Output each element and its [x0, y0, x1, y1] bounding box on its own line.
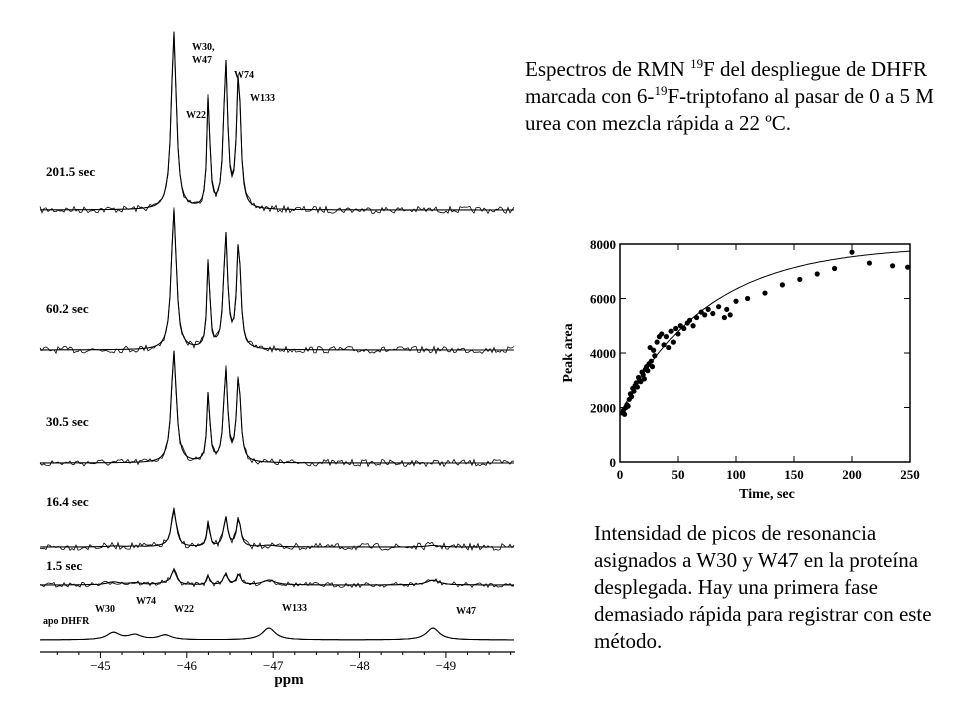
data-point	[890, 263, 896, 269]
x-tick-label: 50	[672, 467, 685, 482]
chart-ticks: 0 50 100 150 200 250 0 2000 4000 6000 8000	[590, 237, 920, 482]
nmr-tick-label: −46	[177, 658, 198, 673]
spectrum-label-apo: apo DHFR	[43, 616, 90, 627]
data-point	[681, 325, 687, 332]
nmr-tick-label: −47	[263, 658, 284, 673]
data-point	[651, 347, 657, 353]
data-point	[762, 290, 768, 296]
data-point	[866, 260, 872, 266]
nmr-figure-caption: Espectros de RMN 19F del despliegue de D…	[525, 56, 945, 137]
data-point	[733, 298, 739, 304]
data-point	[779, 282, 785, 288]
chart-caption: Intensidad de picos de resonancia asigna…	[594, 521, 932, 653]
data-point	[832, 265, 838, 272]
data-point	[661, 342, 667, 348]
data-point	[670, 339, 676, 345]
data-point	[654, 339, 660, 345]
spectrum-label-1s: 1.5 sec	[46, 558, 82, 573]
nmr-tick-label: −45	[90, 658, 110, 673]
data-point	[633, 380, 639, 386]
nmr-x-axis: −45 −46 −47 −48 −49	[40, 651, 515, 673]
spectrum-label-201s: 201.5 sec	[46, 164, 95, 179]
data-point	[677, 323, 683, 329]
spectrum-fit-line	[40, 350, 514, 464]
peak-area-chart: 0 50 100 150 200 250 0 2000 4000 6000 8000 Time, s…	[561, 237, 920, 502]
y-tick-label: 6000	[590, 292, 616, 307]
spectrum-fit-line	[40, 568, 514, 586]
spectrum-label-16s: 16.4 sec	[46, 494, 89, 509]
data-point	[690, 323, 696, 329]
data-point	[647, 344, 653, 351]
data-point	[716, 304, 722, 310]
x-tick-label: 0	[617, 467, 624, 482]
y-tick-label: 4000	[590, 346, 616, 361]
data-point	[905, 264, 911, 270]
data-point	[797, 276, 803, 283]
spectrum-fit-line	[39, 510, 514, 548]
spectrum-trace	[39, 627, 514, 641]
caption-sup-2: 19	[654, 83, 668, 98]
peak-label-w74: W74	[234, 70, 254, 81]
spectrum-trace	[39, 567, 515, 589]
nmr-x-axis-label: ppm	[274, 672, 304, 688]
data-point	[705, 306, 711, 312]
peak-label-w22: W22	[186, 110, 206, 121]
data-point	[663, 334, 669, 340]
nmr-spectra	[39, 31, 515, 641]
apo-peak-label-w22: W22	[174, 604, 194, 615]
peak-label-w30-w47: W30,	[192, 42, 215, 53]
data-point	[641, 376, 647, 382]
data-point	[648, 358, 654, 364]
fit-curve	[619, 250, 911, 415]
data-point	[724, 306, 730, 312]
chart-points	[619, 249, 911, 417]
data-point	[710, 310, 716, 317]
data-point	[849, 249, 855, 255]
spectrum-fit-line	[39, 31, 514, 211]
data-point	[745, 295, 751, 302]
spectrum-label-30s: 30.5 sec	[46, 414, 89, 429]
y-tick-label: 8000	[590, 237, 616, 252]
caption-text-1: Espectros de RMN	[525, 57, 691, 81]
chart-y-axis-label: Peak area	[561, 323, 576, 382]
spectrum-trace	[39, 351, 514, 468]
data-point	[727, 312, 733, 318]
data-point	[668, 328, 674, 334]
data-point	[631, 388, 637, 394]
x-tick-label: 200	[842, 467, 862, 482]
apo-peak-label-w74: W74	[136, 596, 156, 607]
nmr-spectra-figure: −45 −46 −47 −48 −49 ppm W30, W47 W74 W22 W13…	[39, 31, 515, 688]
spectrum-trace	[39, 207, 515, 355]
data-point	[649, 364, 656, 370]
x-tick-label: 150	[784, 467, 804, 482]
caption-sup-1: 19	[690, 56, 704, 71]
data-point	[673, 325, 679, 332]
data-point	[814, 271, 820, 277]
spectrum-trace	[39, 507, 515, 551]
data-point	[625, 403, 631, 409]
x-tick-label: 250	[900, 467, 920, 482]
y-tick-label: 0	[610, 455, 617, 470]
chart-x-axis-label: Time, sec	[739, 487, 795, 502]
spectrum-fit-line	[40, 209, 514, 351]
peak-label-w133: W133	[250, 93, 275, 104]
spectrum-label-60s: 60.2 sec	[46, 301, 89, 316]
data-point	[622, 411, 628, 417]
nmr-tick-label: −49	[436, 658, 456, 673]
data-point	[721, 314, 727, 321]
caption-text-3: F-triptofano al pasar de 0 a 5 M urea co…	[525, 84, 934, 135]
data-point	[702, 312, 708, 318]
data-point	[659, 331, 665, 337]
nmr-tick-label: −48	[349, 658, 369, 673]
data-point	[698, 309, 704, 315]
data-point	[666, 344, 672, 351]
x-tick-label: 100	[726, 467, 746, 482]
apo-peak-label-w133: W133	[282, 603, 307, 614]
spectrum-trace	[39, 32, 515, 215]
peak-label-w47: W47	[192, 55, 212, 66]
caption-text-2: F del despliegue de DHFR marcada con 6-	[525, 57, 928, 108]
apo-peak-label-w30: W30	[95, 604, 115, 615]
apo-peak-label-w47: W47	[456, 606, 476, 617]
y-tick-label: 2000	[590, 401, 616, 416]
